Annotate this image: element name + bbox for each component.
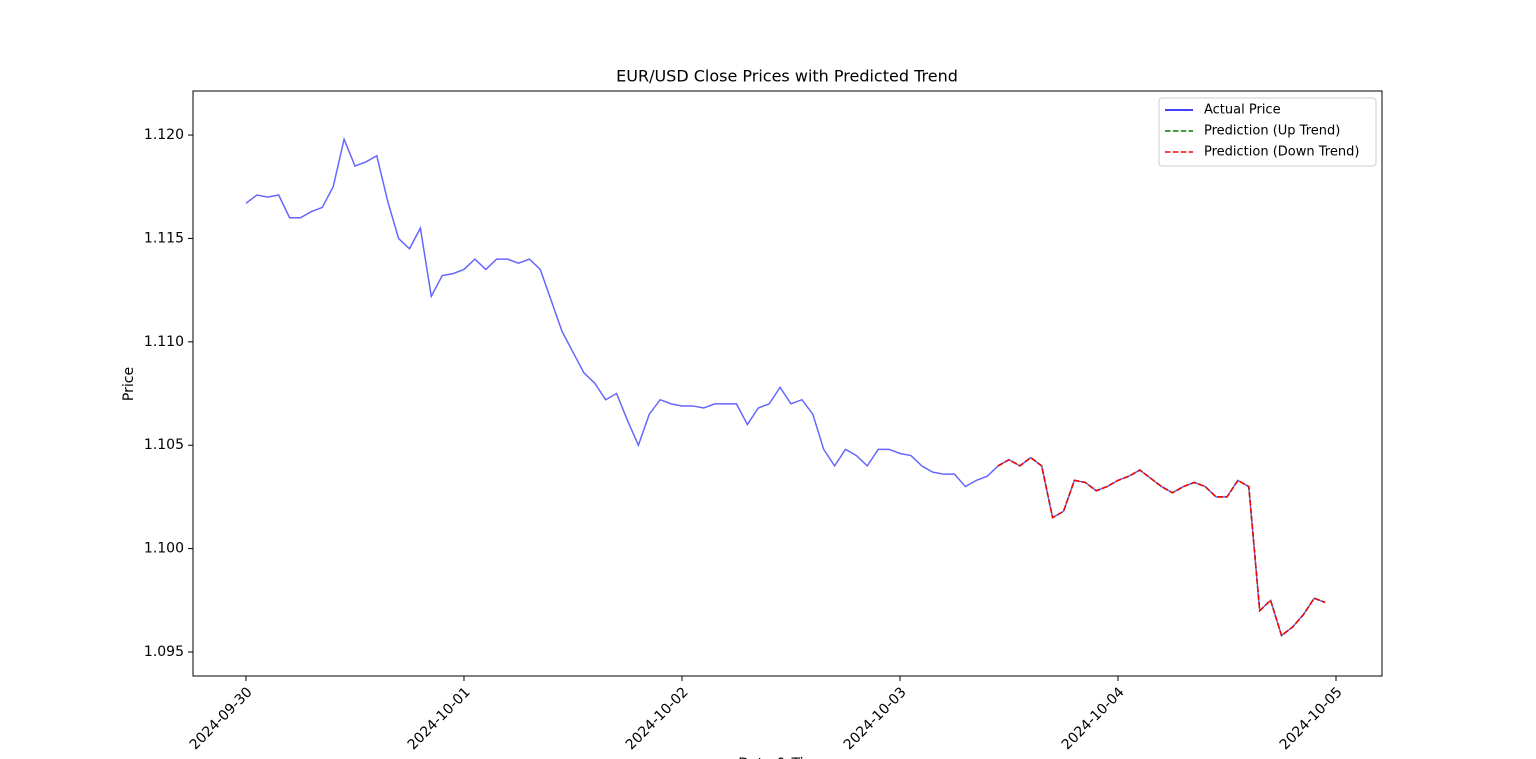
legend-label: Prediction (Up Trend)	[1204, 124, 1340, 139]
x-tick-label: 2024-10-01	[405, 684, 474, 753]
series-line	[997, 456, 1326, 637]
x-tick-label: 2024-10-02	[623, 684, 692, 753]
y-tick-label: 1.105	[144, 437, 184, 453]
x-tick-label: 2024-09-30	[187, 684, 256, 753]
y-tick-label: 1.120	[144, 127, 184, 143]
y-tick-label: 1.115	[144, 230, 184, 246]
x-tick-label: 2024-10-05	[1277, 684, 1346, 753]
legend-label: Prediction (Down Trend)	[1204, 145, 1359, 160]
series-line	[245, 136, 1326, 637]
y-tick-label: 1.100	[144, 541, 184, 557]
legend-box	[1158, 97, 1377, 167]
y-tick-label: 1.110	[144, 334, 184, 350]
legend-label: Actual Price	[1204, 103, 1281, 118]
x-axis-label: Date & Time	[738, 756, 826, 759]
x-tick-label: 2024-10-03	[841, 684, 910, 753]
chart-title: EUR/USD Close Prices with Predicted Tren…	[616, 67, 958, 86]
y-tick-label: 1.095	[144, 644, 184, 660]
y-axis-label: Price	[121, 367, 137, 401]
series-line	[997, 456, 1326, 637]
x-tick-label: 2024-10-04	[1059, 684, 1128, 753]
axes-frame	[192, 90, 1383, 677]
